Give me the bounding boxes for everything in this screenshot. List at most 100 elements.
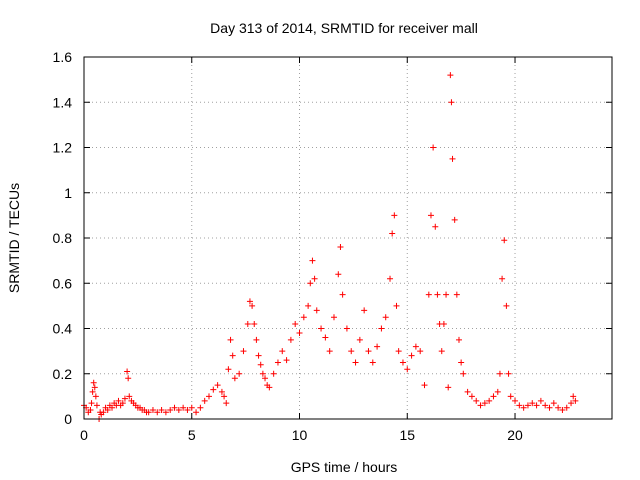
data-point [210, 386, 217, 393]
data-point [255, 352, 262, 359]
data-point [307, 280, 314, 287]
data-point [425, 291, 432, 298]
data-point [287, 336, 294, 343]
data-point [445, 384, 452, 391]
data-point [124, 368, 131, 375]
data-point [322, 334, 329, 341]
data-point [270, 370, 277, 377]
data-point [154, 409, 161, 416]
data-point [430, 144, 437, 151]
data-point [542, 402, 549, 409]
data-point [374, 343, 381, 350]
data-point [93, 402, 100, 409]
data-point [499, 275, 506, 282]
y-tick-label: 1 [64, 185, 72, 201]
y-tick-label: 1.4 [53, 94, 73, 110]
grid [84, 57, 612, 419]
data-point [447, 72, 454, 79]
data-point [100, 409, 107, 416]
data-point [417, 348, 424, 355]
data-point [335, 271, 342, 278]
data-point [494, 388, 501, 395]
data-point [330, 314, 337, 321]
x-tick-label: 0 [80, 427, 88, 443]
data-point [109, 404, 116, 411]
data-point [227, 336, 234, 343]
x-tick-label: 20 [507, 427, 523, 443]
axis-ticks: 0 0.2 0.4 0.6 0.8 1 1.2 1.4 1.6 0 5 10 15 20 [53, 49, 612, 443]
data-point [464, 388, 471, 395]
data-point [197, 404, 204, 411]
data-point [408, 352, 415, 359]
data-point [91, 384, 98, 391]
y-tick-label: 0 [64, 411, 72, 427]
data-point [393, 302, 400, 309]
data-point [149, 406, 156, 413]
data-point [449, 155, 456, 162]
data-point [262, 375, 269, 382]
y-tick-label: 0.8 [53, 230, 73, 246]
data-point [570, 393, 577, 400]
data-point [365, 348, 372, 355]
data-point [432, 223, 439, 230]
data-point [537, 397, 544, 404]
data-point [455, 336, 462, 343]
data-point [240, 348, 247, 355]
data-point [481, 400, 488, 407]
data-point [516, 402, 523, 409]
data-point [460, 370, 467, 377]
data-point [145, 409, 152, 416]
data-point [473, 397, 480, 404]
data-point [92, 393, 99, 400]
data-point [279, 348, 286, 355]
data-point [501, 237, 508, 244]
data-point [507, 393, 514, 400]
data-point [274, 359, 281, 366]
x-tick-label: 15 [399, 427, 415, 443]
y-axis-label: SRMTID / TECUs [6, 183, 22, 293]
data-point [550, 400, 557, 407]
data-point [404, 366, 411, 373]
data-point [477, 402, 484, 409]
data-point [180, 404, 187, 411]
x-axis-label: GPS time / hours [291, 459, 398, 475]
data-point [119, 400, 126, 407]
data-point [201, 397, 208, 404]
data-point [104, 406, 111, 413]
data-point [337, 244, 344, 251]
data-point [546, 404, 553, 411]
data-point [251, 320, 258, 327]
data-point [193, 409, 200, 416]
data-point [352, 359, 359, 366]
data-point [440, 320, 447, 327]
data-point [559, 406, 566, 413]
data-point [486, 397, 493, 404]
data-point [520, 404, 527, 411]
data-point [244, 320, 251, 327]
y-tick-label: 1.2 [53, 140, 73, 156]
data-point [438, 348, 445, 355]
data-point [292, 320, 299, 327]
data-point [343, 325, 350, 332]
data-point [259, 370, 266, 377]
data-point [326, 348, 333, 355]
data-point [205, 393, 212, 400]
data-point [115, 397, 122, 404]
data-point [300, 314, 307, 321]
data-point [283, 357, 290, 364]
data-point [175, 406, 182, 413]
data-point [88, 400, 95, 407]
data-point [453, 291, 460, 298]
data-point [318, 325, 325, 332]
data-point [311, 275, 318, 282]
data-point [236, 370, 243, 377]
data-point [125, 375, 132, 382]
data-point [309, 257, 316, 264]
data-point [225, 366, 232, 373]
data-points [81, 72, 579, 422]
data-point [158, 406, 165, 413]
y-tick-label: 0.2 [53, 366, 73, 382]
data-point [555, 404, 562, 411]
data-point [395, 348, 402, 355]
